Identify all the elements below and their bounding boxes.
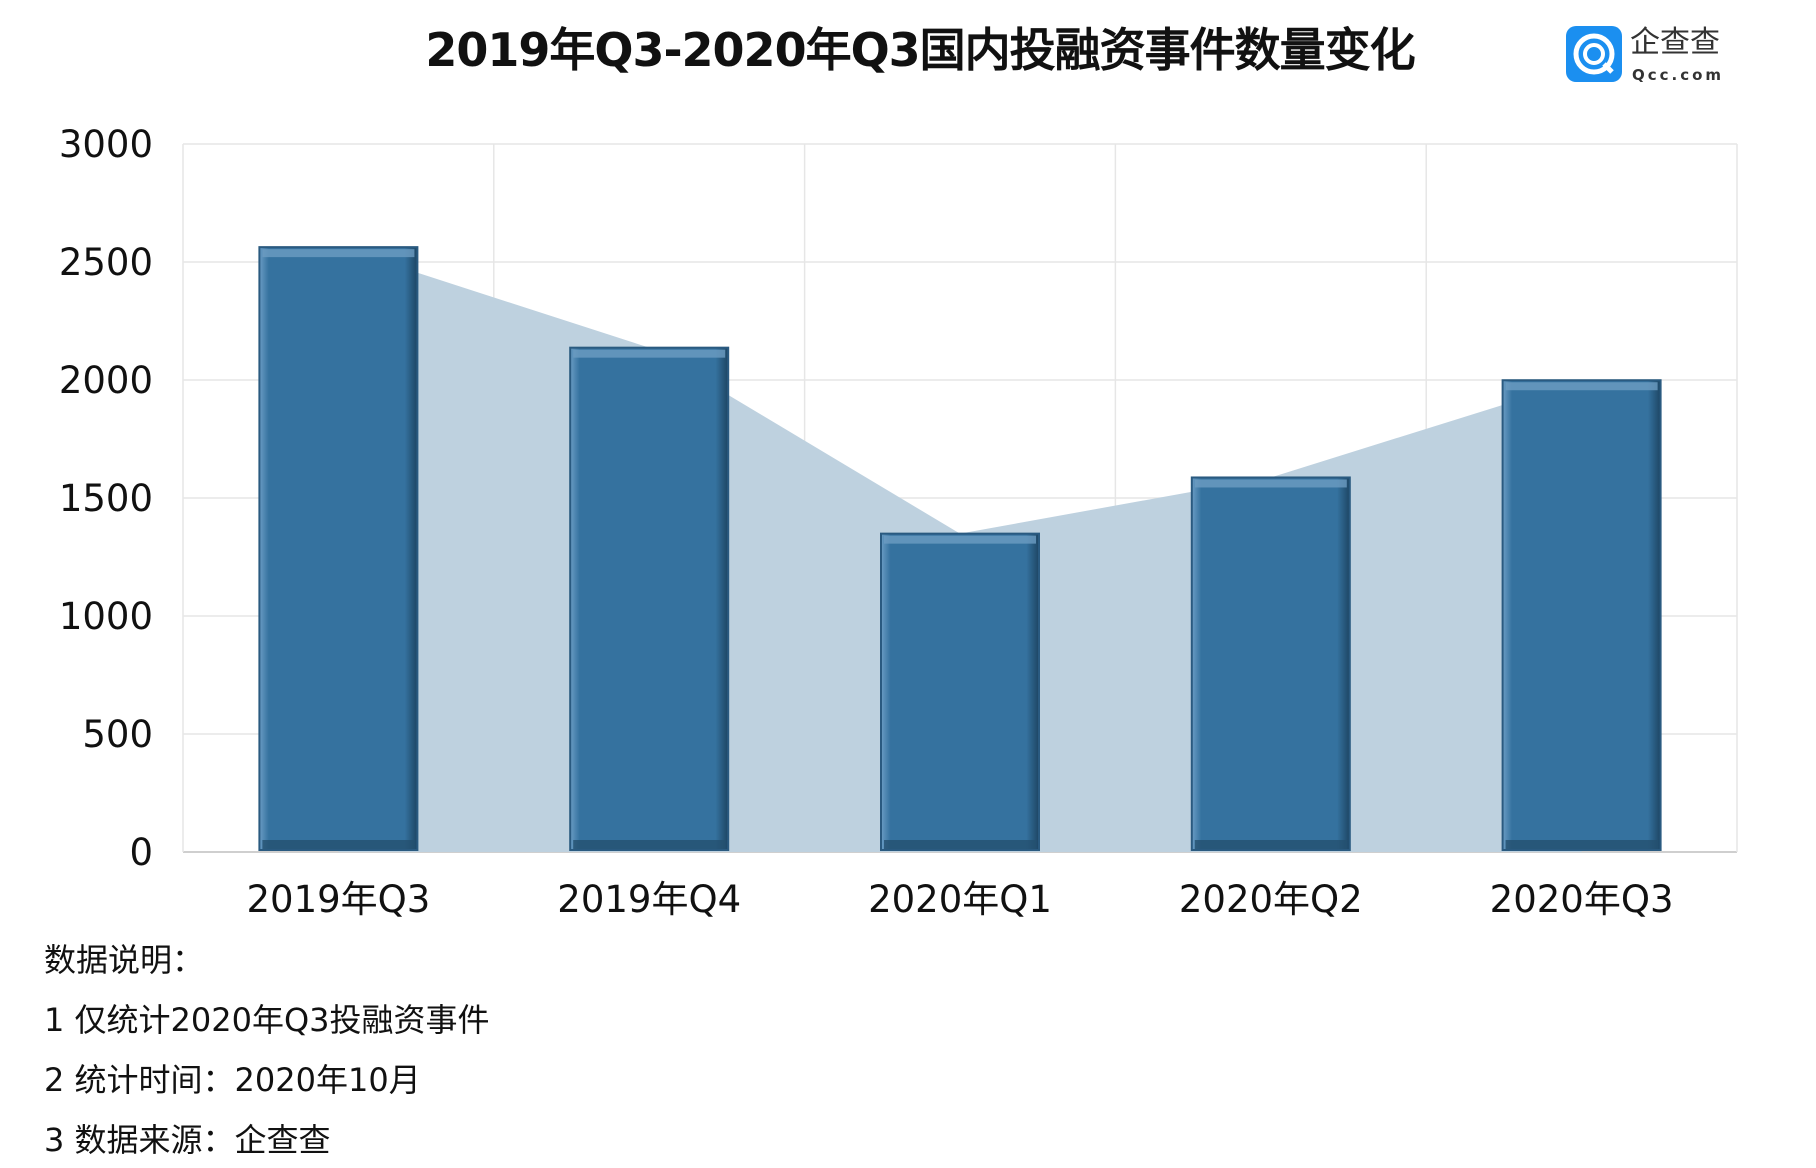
qcc-logo: 企查查 Qcc.com: [1566, 26, 1766, 90]
bar-bottom-bevel: [262, 840, 415, 849]
bar-bottom-bevel: [884, 840, 1036, 849]
bar-top-bevel: [1194, 479, 1347, 488]
note-item: 2 统计时间：2020年10月: [44, 1061, 421, 1099]
bar: [569, 346, 730, 851]
y-tick-label: 1500: [59, 477, 153, 520]
x-tick-label: 2020年Q1: [868, 878, 1052, 921]
x-tick-label: 2020年Q3: [1490, 878, 1674, 921]
note-item: 1 仅统计2020年Q3投融资事件: [44, 1001, 490, 1039]
x-tick-label: 2019年Q4: [557, 878, 741, 921]
y-tick-label: 2000: [59, 359, 153, 402]
bar-top-bevel: [884, 535, 1036, 544]
y-tick-label: 3000: [59, 123, 153, 166]
logo-text-cn: 企查查: [1630, 25, 1720, 60]
logo-text-en: Qcc.com: [1632, 66, 1725, 84]
notes-heading: 数据说明：: [44, 941, 205, 979]
bar-bottom-bevel: [573, 840, 726, 849]
note-item: 3 数据来源：企查查: [44, 1121, 331, 1159]
y-tick-label: 0: [129, 831, 153, 874]
x-tick-label: 2020年Q2: [1179, 878, 1363, 921]
chart-title: 2019年Q3-2020年Q3国内投融资事件数量变化: [425, 23, 1415, 77]
bar: [880, 532, 1040, 851]
bar: [258, 246, 419, 851]
y-tick-label: 1000: [59, 595, 153, 638]
bar-top-bevel: [1505, 382, 1658, 391]
bar-top-bevel: [573, 349, 726, 358]
x-tick-label: 2019年Q3: [246, 878, 430, 921]
y-tick-label: 500: [82, 713, 153, 756]
bar: [1190, 476, 1351, 851]
bar-top-bevel: [262, 249, 415, 258]
y-tick-label: 2500: [59, 241, 153, 284]
bar-bottom-bevel: [1505, 840, 1658, 849]
bar-bottom-bevel: [1194, 840, 1347, 849]
bar: [1501, 379, 1662, 851]
qcc-logo-icon: [1566, 26, 1622, 82]
